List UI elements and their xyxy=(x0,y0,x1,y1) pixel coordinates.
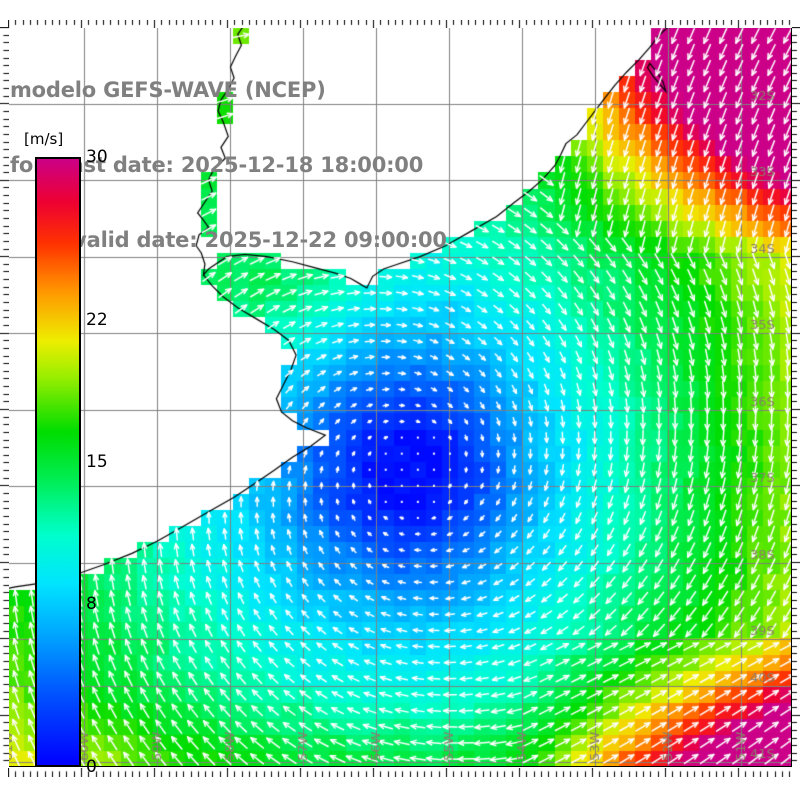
colorbar-unit-label: [m/s] xyxy=(24,130,64,148)
title-model-line: modelo GEFS-WAVE (NCEP) xyxy=(10,78,326,102)
right-tick-ruler xyxy=(792,27,800,768)
title-forecast-line: forecast date: 2025-12-18 18:00:00 xyxy=(10,153,424,177)
bottom-tick-ruler xyxy=(8,768,793,777)
colorbar-tick-30: 30 xyxy=(86,147,108,167)
colorbar-tick-0: 0 xyxy=(86,757,97,777)
map-plot-area[interactable] xyxy=(8,27,792,767)
colorbar-tick-15: 15 xyxy=(86,452,108,472)
axis-inline-labels xyxy=(8,27,792,767)
figure-title: modelo GEFS-WAVE (NCEP) forecast date: 2… xyxy=(10,28,510,303)
colorbar-gradient xyxy=(35,157,81,767)
colorbar-tick-22: 22 xyxy=(86,309,108,330)
colorbar-tick-8: 8 xyxy=(86,594,97,615)
title-valid-line: valid date: 2025-12-22 09:00:00 xyxy=(73,228,447,252)
colorbar[interactable] xyxy=(35,157,81,767)
